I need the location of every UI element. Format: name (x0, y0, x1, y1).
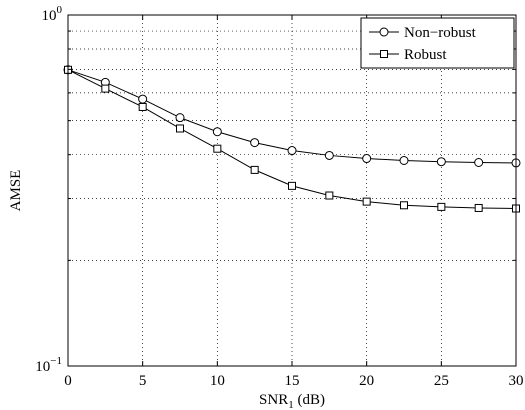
data-point-circle (436, 157, 446, 167)
y-tick-label: 10−1 (35, 355, 62, 375)
data-point-square (437, 202, 446, 211)
data-point-circle (175, 113, 185, 123)
data-point-square (101, 84, 110, 93)
x-axis-label-subscript: 1 (288, 399, 294, 410)
data-point-square (474, 203, 483, 212)
x-tick-label: 5 (139, 373, 147, 389)
legend-label: Non−robust (404, 25, 477, 41)
data-point-circle (362, 154, 372, 164)
legend-marker (380, 50, 388, 58)
data-point-circle (212, 127, 222, 137)
x-tick-label: 30 (509, 373, 524, 389)
data-point-square (325, 191, 334, 200)
data-point-square (362, 197, 371, 206)
y-tick-label-base: 10 (35, 359, 50, 375)
y-axis-label: AMSE (8, 170, 24, 212)
data-point-square (288, 181, 296, 190)
data-point-circle (324, 150, 334, 160)
x-tick-label: 0 (64, 373, 72, 389)
data-point-square (213, 144, 222, 153)
x-axis-label-main: SNR (259, 392, 288, 408)
y-tick-label-base: 10 (42, 8, 57, 24)
data-point-circle (399, 156, 409, 166)
series-robust (64, 65, 520, 213)
x-tick-label: 20 (359, 373, 374, 389)
data-point-square (138, 102, 147, 111)
data-point-circle (474, 157, 484, 167)
data-point-circle (138, 94, 148, 104)
data-point-square (250, 165, 259, 174)
x-tick-label: 10 (210, 373, 225, 389)
legend-label: Robust (404, 47, 447, 63)
legend-box (360, 17, 515, 69)
legend-marker (379, 27, 389, 37)
x-axis-label: SNR1 (dB) (259, 392, 325, 410)
data-point-square (400, 201, 408, 210)
data-point-square (176, 124, 184, 133)
legend: Non−robust Robust (360, 17, 515, 69)
x-axis-label-unit: (dB) (294, 392, 325, 408)
data-point-circle (250, 138, 260, 148)
y-tick-label: 100 (42, 4, 63, 24)
data-point-circle (287, 146, 297, 156)
x-tick-label: 15 (285, 373, 300, 389)
x-tick-label: 25 (434, 373, 449, 389)
y-tick-label-exponent: −1 (50, 355, 62, 367)
y-tick-label-exponent: 0 (57, 4, 63, 16)
